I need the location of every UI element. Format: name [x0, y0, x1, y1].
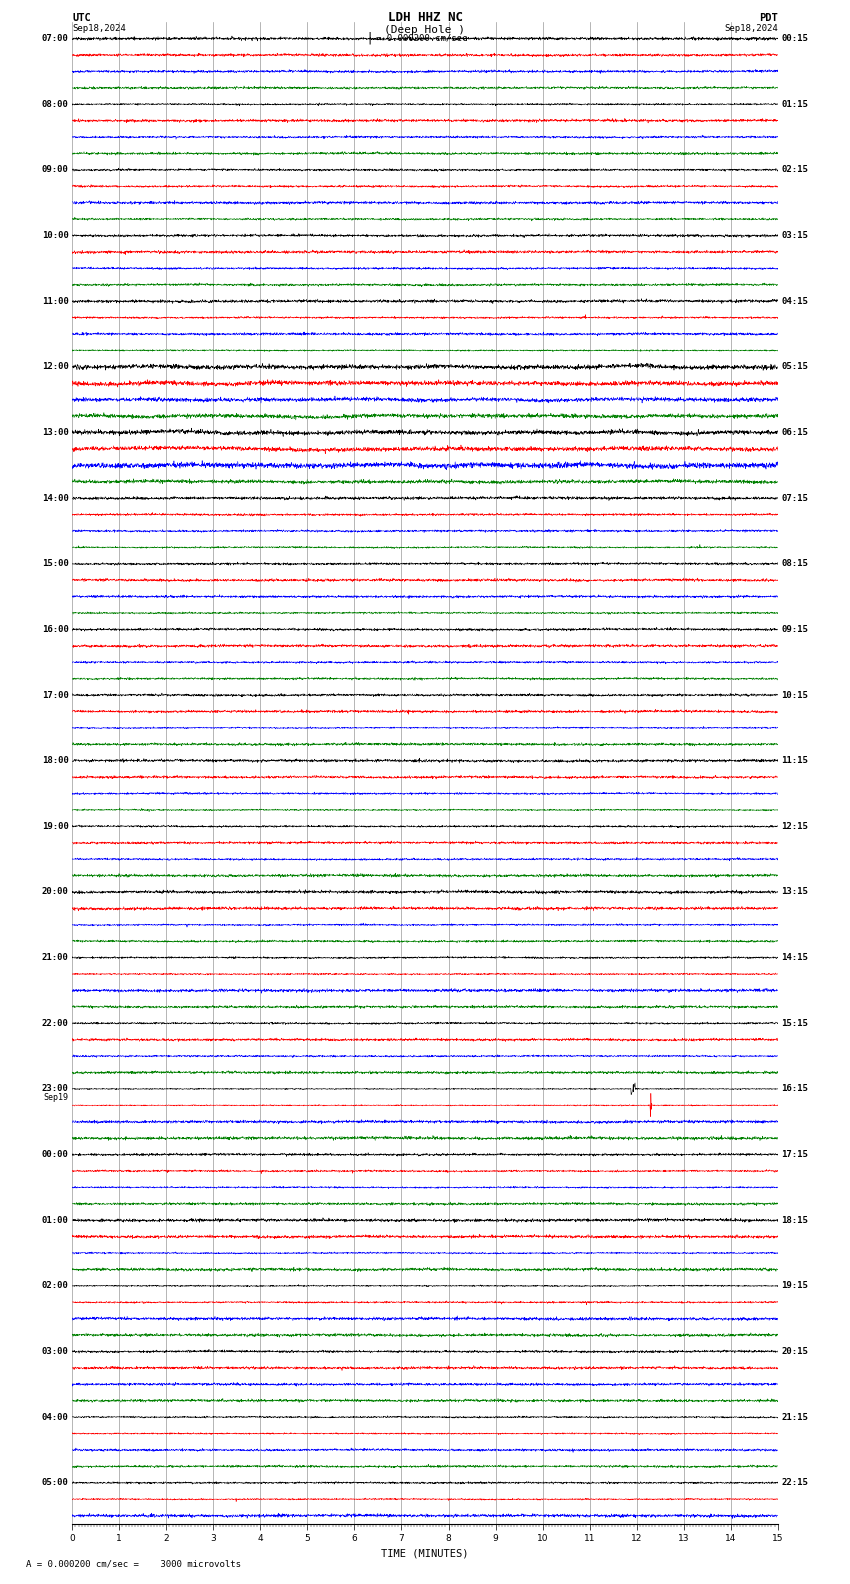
- Text: 09:00: 09:00: [42, 165, 69, 174]
- Text: 16:15: 16:15: [781, 1085, 808, 1093]
- Text: 12:15: 12:15: [781, 822, 808, 832]
- Text: 11:15: 11:15: [781, 756, 808, 765]
- Text: 13:15: 13:15: [781, 887, 808, 897]
- Text: 03:00: 03:00: [42, 1346, 69, 1356]
- Text: UTC: UTC: [72, 13, 91, 22]
- Text: 08:15: 08:15: [781, 559, 808, 569]
- Text: 08:00: 08:00: [42, 100, 69, 109]
- Text: 05:15: 05:15: [781, 363, 808, 371]
- Text: Sep18,2024: Sep18,2024: [724, 24, 778, 33]
- Text: 14:15: 14:15: [781, 954, 808, 961]
- Text: 07:00: 07:00: [42, 35, 69, 43]
- Text: 21:00: 21:00: [42, 954, 69, 961]
- Text: 16:00: 16:00: [42, 626, 69, 634]
- Text: 10:00: 10:00: [42, 231, 69, 241]
- Text: A = 0.000200 cm/sec =    3000 microvolts: A = 0.000200 cm/sec = 3000 microvolts: [26, 1559, 241, 1568]
- Text: 20:15: 20:15: [781, 1346, 808, 1356]
- Text: 19:15: 19:15: [781, 1281, 808, 1291]
- Text: 19:00: 19:00: [42, 822, 69, 832]
- Text: LDH HHZ NC: LDH HHZ NC: [388, 11, 462, 24]
- Text: 02:00: 02:00: [42, 1281, 69, 1291]
- Text: 00:00: 00:00: [42, 1150, 69, 1159]
- Text: 02:15: 02:15: [781, 165, 808, 174]
- Text: 17:15: 17:15: [781, 1150, 808, 1159]
- Text: 01:00: 01:00: [42, 1215, 69, 1224]
- Text: 13:00: 13:00: [42, 428, 69, 437]
- X-axis label: TIME (MINUTES): TIME (MINUTES): [382, 1549, 468, 1559]
- Text: 14:00: 14:00: [42, 494, 69, 502]
- Text: 10:15: 10:15: [781, 691, 808, 700]
- Text: 18:15: 18:15: [781, 1215, 808, 1224]
- Text: 22:00: 22:00: [42, 1019, 69, 1028]
- Text: 04:15: 04:15: [781, 296, 808, 306]
- Text: Sep19: Sep19: [43, 1093, 69, 1101]
- Text: 17:00: 17:00: [42, 691, 69, 700]
- Text: 15:00: 15:00: [42, 559, 69, 569]
- Text: 20:00: 20:00: [42, 887, 69, 897]
- Text: 11:00: 11:00: [42, 296, 69, 306]
- Text: 22:15: 22:15: [781, 1478, 808, 1487]
- Text: 07:15: 07:15: [781, 494, 808, 502]
- Text: = 0.000200 cm/sec: = 0.000200 cm/sec: [376, 33, 468, 43]
- Text: (Deep Hole ): (Deep Hole ): [384, 25, 466, 35]
- Text: 06:15: 06:15: [781, 428, 808, 437]
- Text: 18:00: 18:00: [42, 756, 69, 765]
- Text: PDT: PDT: [759, 13, 778, 22]
- Text: 23:00: 23:00: [42, 1085, 69, 1093]
- Text: 00:15: 00:15: [781, 35, 808, 43]
- Text: 21:15: 21:15: [781, 1413, 808, 1421]
- Text: 12:00: 12:00: [42, 363, 69, 371]
- Text: 01:15: 01:15: [781, 100, 808, 109]
- Text: 04:00: 04:00: [42, 1413, 69, 1421]
- Text: 03:15: 03:15: [781, 231, 808, 241]
- Text: Sep18,2024: Sep18,2024: [72, 24, 126, 33]
- Text: 09:15: 09:15: [781, 626, 808, 634]
- Text: 05:00: 05:00: [42, 1478, 69, 1487]
- Text: 15:15: 15:15: [781, 1019, 808, 1028]
- Text: $\mathsf{|}$: $\mathsf{|}$: [367, 30, 372, 46]
